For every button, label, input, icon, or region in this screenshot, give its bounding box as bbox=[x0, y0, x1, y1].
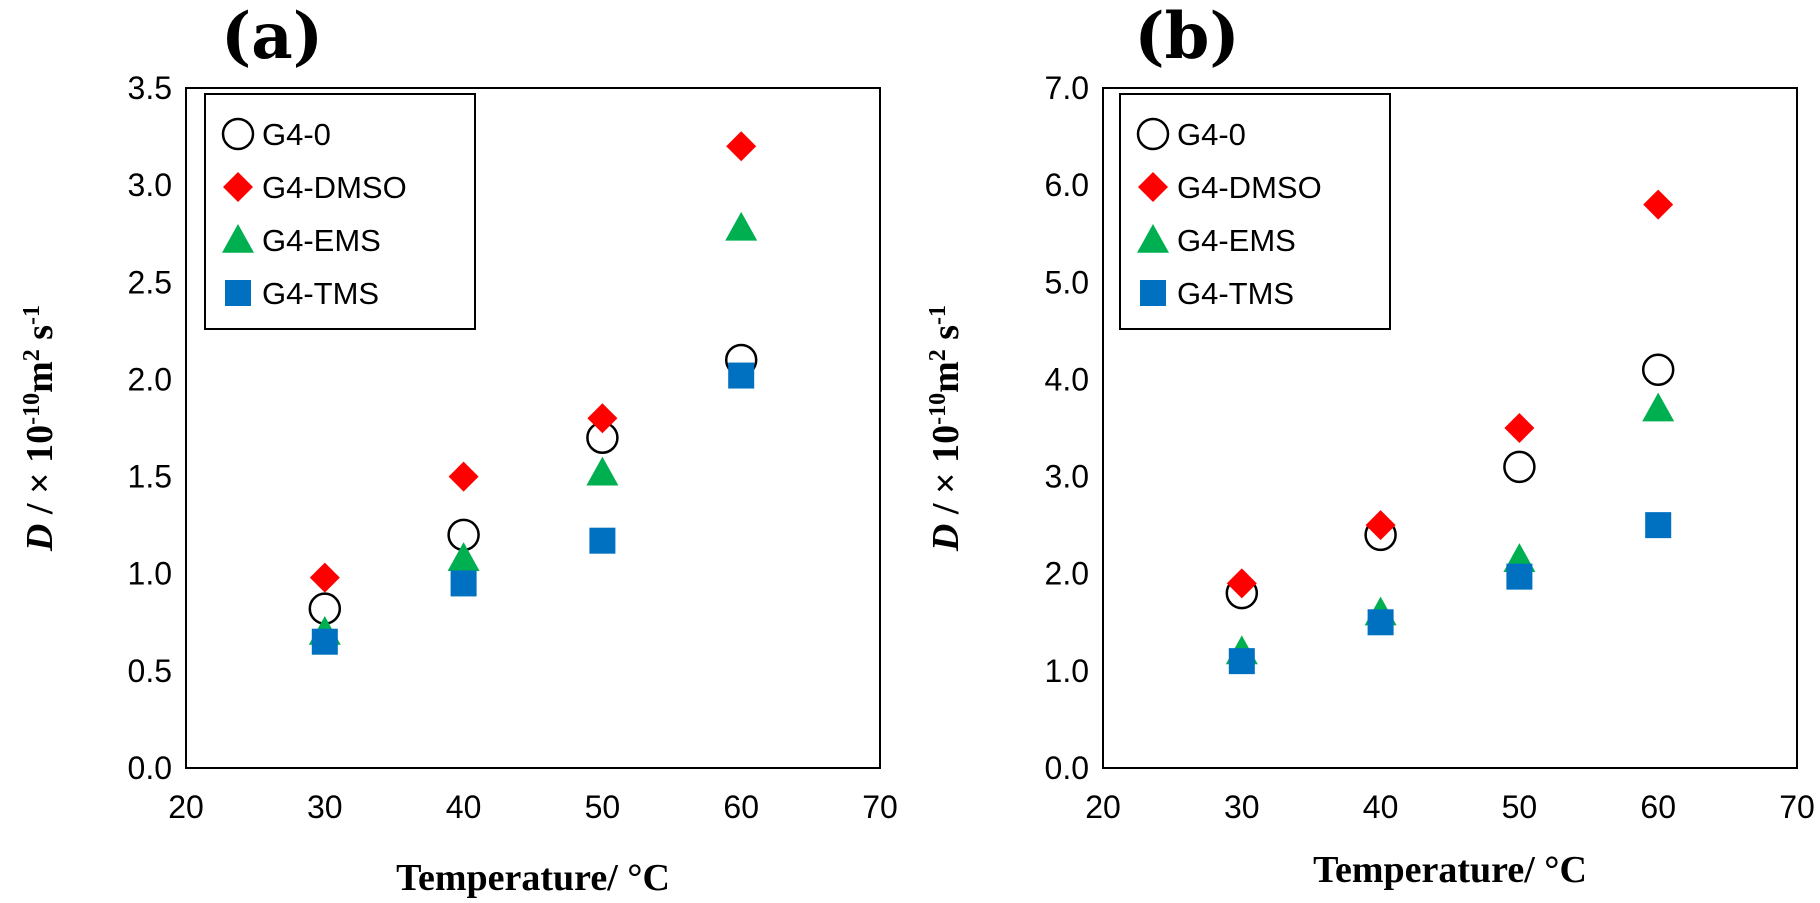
legend-marker bbox=[1140, 280, 1166, 306]
legend-marker bbox=[223, 119, 253, 149]
panel-a: (a) 20 30 40 50 60 70 0.0 0.5 1.0 1.5 2.0 2.5 3.0 3.… bbox=[19, 0, 898, 899]
legend: G4-0 G4-DMSO G4-EMS G4-TMS bbox=[205, 94, 475, 329]
data-point bbox=[586, 457, 618, 486]
x-tick-label: 20 bbox=[168, 789, 204, 825]
x-tick-label: 30 bbox=[1224, 789, 1260, 825]
y-tick-label: 2.5 bbox=[128, 264, 172, 300]
y-tick-labels: 0.0 0.5 1.0 1.5 2.0 2.5 3.0 3.5 bbox=[128, 70, 172, 786]
y-tick-label: 1.0 bbox=[1045, 653, 1089, 689]
legend-label: G4-0 bbox=[262, 117, 331, 152]
data-point bbox=[310, 563, 340, 593]
data-point bbox=[1506, 564, 1532, 590]
y-tick-label: 0.0 bbox=[128, 750, 172, 786]
y-tick-label: 1.5 bbox=[128, 459, 172, 495]
legend-label: G4-TMS bbox=[262, 276, 379, 311]
x-tick-label: 50 bbox=[585, 789, 621, 825]
legend: G4-0 G4-DMSO G4-EMS G4-TMS bbox=[1120, 94, 1390, 329]
legend-label: G4-0 bbox=[1177, 117, 1246, 152]
legend-label: G4-EMS bbox=[1177, 223, 1296, 258]
y-axis-title: D / × 10-10m2 s-1 bbox=[19, 305, 61, 552]
x-tick-label: 30 bbox=[307, 789, 343, 825]
panel-label: (b) bbox=[1134, 0, 1239, 74]
data-point bbox=[1643, 355, 1673, 385]
x-tick-label: 20 bbox=[1085, 789, 1121, 825]
x-axis-title: Temperature/ °C bbox=[1313, 849, 1587, 891]
legend-marker bbox=[225, 280, 251, 306]
x-tick-label: 60 bbox=[1640, 789, 1676, 825]
legend-label: G4-EMS bbox=[262, 223, 381, 258]
y-tick-label: 3.0 bbox=[128, 167, 172, 203]
y-tick-labels: 0.0 1.0 2.0 3.0 4.0 5.0 6.0 7.0 bbox=[1045, 70, 1089, 786]
y-tick-label: 3.5 bbox=[128, 70, 172, 106]
y-axis-title: D / × 10-10m2 s-1 bbox=[925, 305, 967, 552]
data-point bbox=[1504, 413, 1534, 443]
x-tick-label: 50 bbox=[1502, 789, 1538, 825]
x-tick-label: 70 bbox=[862, 789, 898, 825]
y-tick-label: 5.0 bbox=[1045, 264, 1089, 300]
data-point bbox=[589, 528, 615, 554]
x-tick-label: 40 bbox=[446, 789, 482, 825]
data-point bbox=[449, 462, 479, 492]
data-point bbox=[725, 212, 757, 241]
panel-b: (b) 20 30 40 50 60 70 0.0 1.0 2.0 3.0 4.0 5.0 6.0 7.… bbox=[925, 0, 1815, 891]
y-tick-label: 2.0 bbox=[1045, 556, 1089, 592]
y-tick-label: 6.0 bbox=[1045, 167, 1089, 203]
y-tick-label: 0.5 bbox=[128, 653, 172, 689]
legend-label: G4-DMSO bbox=[1177, 170, 1322, 205]
data-point bbox=[1504, 452, 1534, 482]
data-point bbox=[312, 629, 338, 655]
y-tick-label: 4.0 bbox=[1045, 361, 1089, 397]
y-tick-label: 3.0 bbox=[1045, 459, 1089, 495]
y-tick-label: 2.0 bbox=[128, 361, 172, 397]
data-point bbox=[726, 131, 756, 161]
data-point bbox=[1229, 648, 1255, 674]
x-tick-label: 60 bbox=[723, 789, 759, 825]
legend-marker bbox=[1138, 119, 1168, 149]
y-tick-label: 1.0 bbox=[128, 556, 172, 592]
data-point bbox=[1368, 609, 1394, 635]
legend-label: G4-DMSO bbox=[262, 170, 407, 205]
y-tick-label: 0.0 bbox=[1045, 750, 1089, 786]
x-tick-label: 40 bbox=[1363, 789, 1399, 825]
x-tick-label: 70 bbox=[1779, 789, 1815, 825]
data-point bbox=[1642, 393, 1674, 422]
data-point bbox=[728, 363, 754, 389]
y-tick-label: 7.0 bbox=[1045, 70, 1089, 106]
data-point bbox=[451, 570, 477, 596]
data-point bbox=[1643, 190, 1673, 220]
x-tick-labels: 20 30 40 50 60 70 bbox=[168, 789, 898, 825]
panel-label: (a) bbox=[221, 0, 323, 74]
legend-label: G4-TMS bbox=[1177, 276, 1294, 311]
data-point bbox=[1645, 512, 1671, 538]
x-tick-labels: 20 30 40 50 60 70 bbox=[1085, 789, 1815, 825]
x-axis-title: Temperature/ °C bbox=[396, 857, 670, 899]
